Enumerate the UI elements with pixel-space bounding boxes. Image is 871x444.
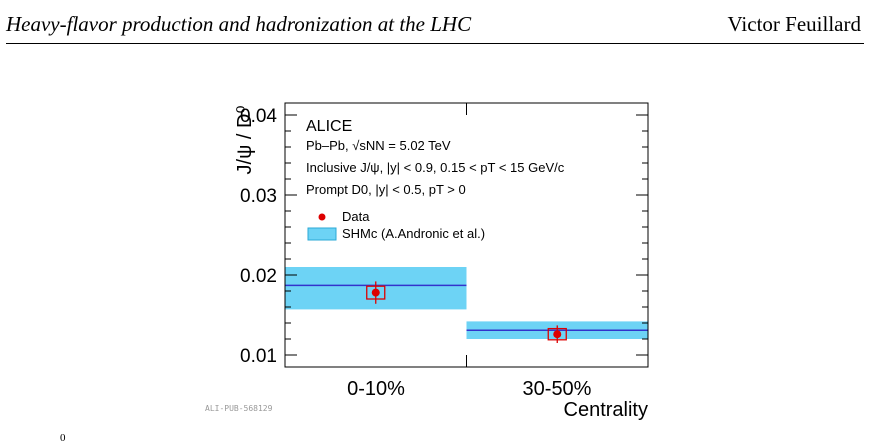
caption-fragment: 0 (60, 432, 66, 444)
annotation-d0-selection: Prompt D0, |y| < 0.5, pT > 0 (306, 182, 466, 197)
header-rule (6, 43, 864, 44)
category-label-1: 30-50% (523, 378, 592, 400)
header-author: Victor Feuillard (727, 12, 861, 36)
category-label-0: 0-10% (347, 378, 405, 400)
legend-model-swatch (307, 227, 337, 241)
y-tick-label-2: 0.03 (240, 186, 277, 207)
x-axis-label: Centrality (564, 399, 648, 421)
legend: Data SHMc (A.Andronic et al.) (307, 209, 485, 241)
y-axis-label: J/ψ / D⁰ (234, 106, 256, 175)
annotation-jpsi-selection: Inclusive J/ψ, |y| < 0.9, 0.15 < pT < 15… (306, 160, 565, 175)
model-bands (285, 267, 648, 339)
header-title: Heavy-flavor production and hadronizatio… (6, 12, 472, 36)
y-tick-label-1: 0.02 (240, 266, 277, 287)
annotation-system: Pb–Pb, √sNN = 5.02 TeV (306, 138, 451, 153)
legend-data-label: Data (342, 209, 370, 224)
y-tick-label-3: 0.04 (240, 106, 277, 127)
data-point-1 (553, 330, 562, 339)
legend-model-label: SHMc (A.Andronic et al.) (342, 226, 485, 241)
figure-pub-id: ALI-PUB-568129 (205, 404, 273, 413)
annotation-experiment: ALICE (306, 118, 352, 135)
legend-data-marker (318, 213, 326, 221)
data-points (366, 281, 567, 343)
running-header: Heavy-flavor production and hadronizatio… (0, 0, 871, 44)
axis-ticks: 0.01 0.02 0.03 0.04 (240, 103, 648, 367)
y-tick-label-0: 0.01 (240, 346, 277, 367)
plot-annotations: ALICE Pb–Pb, √sNN = 5.02 TeV Inclusive J… (306, 118, 565, 197)
data-point-0 (371, 288, 380, 297)
